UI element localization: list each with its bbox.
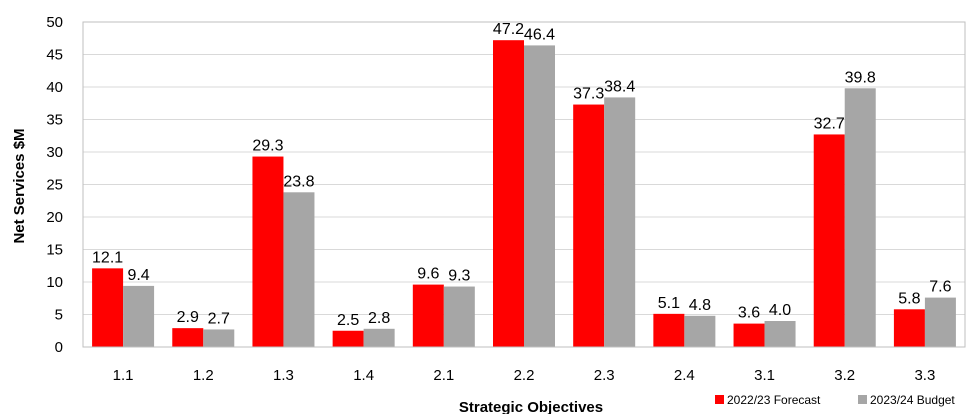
- x-tick-label: 2.3: [594, 367, 615, 384]
- data-label: 12.1: [92, 249, 123, 266]
- x-tick-label: 3.3: [914, 367, 935, 384]
- data-label: 9.4: [127, 267, 149, 284]
- plot-area-border: [82, 21, 966, 348]
- bar-forecast-1.3: [252, 156, 284, 347]
- bar-forecast-1.1: [92, 268, 124, 347]
- data-label: 46.4: [524, 26, 555, 43]
- data-label: 2.7: [208, 310, 230, 327]
- data-label: 9.6: [417, 266, 439, 283]
- bar-budget-3.2: [844, 88, 876, 348]
- data-label: 32.7: [814, 115, 845, 132]
- y-axis-title: Net Services $M: [11, 128, 28, 243]
- bar-forecast-2.3: [573, 104, 605, 347]
- x-tick-labels: 1.1 1.2 1.3 1.4 2.1 2.2 2.3 2.4 3.1 3.2 3.3: [113, 367, 936, 384]
- legend-label: 2023/24 Budget: [870, 393, 955, 407]
- y-tick-label: 5: [55, 307, 63, 324]
- y-tick-label: 45: [46, 47, 63, 64]
- y-tick-label: 15: [46, 242, 63, 259]
- legend: 2022/23 Forecast 2023/24 Budget: [715, 393, 955, 407]
- y-tick-label: 20: [46, 209, 63, 226]
- y-tick-label: 40: [46, 79, 63, 96]
- bar-forecast-3.1: [733, 323, 765, 347]
- bar-budget-1.3: [283, 192, 315, 347]
- bar-budget-1.1: [123, 285, 155, 347]
- legend-label: 2022/23 Forecast: [727, 393, 821, 407]
- bar-forecast-2.1: [412, 284, 444, 347]
- data-label: 39.8: [845, 69, 876, 86]
- data-label: 47.2: [493, 21, 524, 38]
- bar-budget-1.4: [363, 328, 395, 347]
- x-tick-label: 3.2: [834, 367, 855, 384]
- legend-swatch: [715, 395, 724, 404]
- data-label: 38.4: [604, 78, 635, 95]
- bar-forecast-1.2: [172, 328, 204, 347]
- data-label: 5.1: [658, 295, 680, 312]
- x-tick-label: 2.1: [433, 367, 454, 384]
- data-label: 9.3: [448, 268, 470, 285]
- bar-forecast-1.4: [332, 330, 364, 347]
- x-tick-label: 1.4: [353, 367, 374, 384]
- x-tick-label: 2.4: [674, 367, 695, 384]
- y-tick-label: 10: [46, 274, 63, 291]
- x-tick-label: 1.1: [113, 367, 134, 384]
- x-tick-label: 1.2: [193, 367, 214, 384]
- data-label: 4.0: [769, 302, 791, 319]
- data-label: 37.3: [573, 86, 604, 103]
- y-tick-label: 0: [55, 339, 63, 356]
- y-tick-label: 35: [46, 112, 63, 129]
- y-tick-labels: 0 5 10 15 20 25 30 35 40 45 50: [46, 14, 63, 356]
- x-axis-title: Strategic Objectives: [459, 399, 603, 414]
- x-tick-label: 3.1: [754, 367, 775, 384]
- bar-forecast-2.2: [493, 40, 524, 347]
- data-label: 2.9: [177, 309, 199, 326]
- bar-budget-2.2: [524, 45, 555, 348]
- bar-forecast-2.4: [653, 313, 685, 347]
- x-tick-label: 2.2: [514, 367, 535, 384]
- y-tick-label: 25: [46, 177, 63, 194]
- bar-budget-2.4: [684, 315, 716, 347]
- bar-forecast-3.2: [813, 134, 845, 347]
- legend-swatch: [858, 395, 867, 404]
- y-tick-label: 30: [46, 144, 63, 161]
- data-label: 5.8: [898, 290, 920, 307]
- data-label: 2.5: [337, 312, 359, 329]
- bar-budget-2.1: [443, 286, 475, 347]
- bar-budget-3.3: [924, 297, 956, 347]
- x-tick-label: 1.3: [273, 367, 294, 384]
- plot-frame: [82, 21, 966, 348]
- bar-budget-3.1: [764, 321, 796, 347]
- data-labels: 12.19.4 2.9 2.7 29.3 23.8 2.5 2.8 9.6 9.3 47.2 46.…: [92, 21, 952, 329]
- bar-budget-1.2: [203, 329, 235, 347]
- y-tick-label: 50: [46, 14, 63, 31]
- bars-group: [92, 40, 956, 348]
- data-label: 29.3: [252, 138, 283, 155]
- bar-forecast-3.3: [893, 309, 925, 347]
- data-label: 23.8: [283, 173, 314, 190]
- bar-budget-2.3: [604, 97, 636, 348]
- data-label: 2.8: [368, 310, 390, 327]
- data-label: 7.6: [929, 279, 951, 296]
- data-label: 3.6: [738, 305, 760, 322]
- data-label: 4.8: [689, 297, 711, 314]
